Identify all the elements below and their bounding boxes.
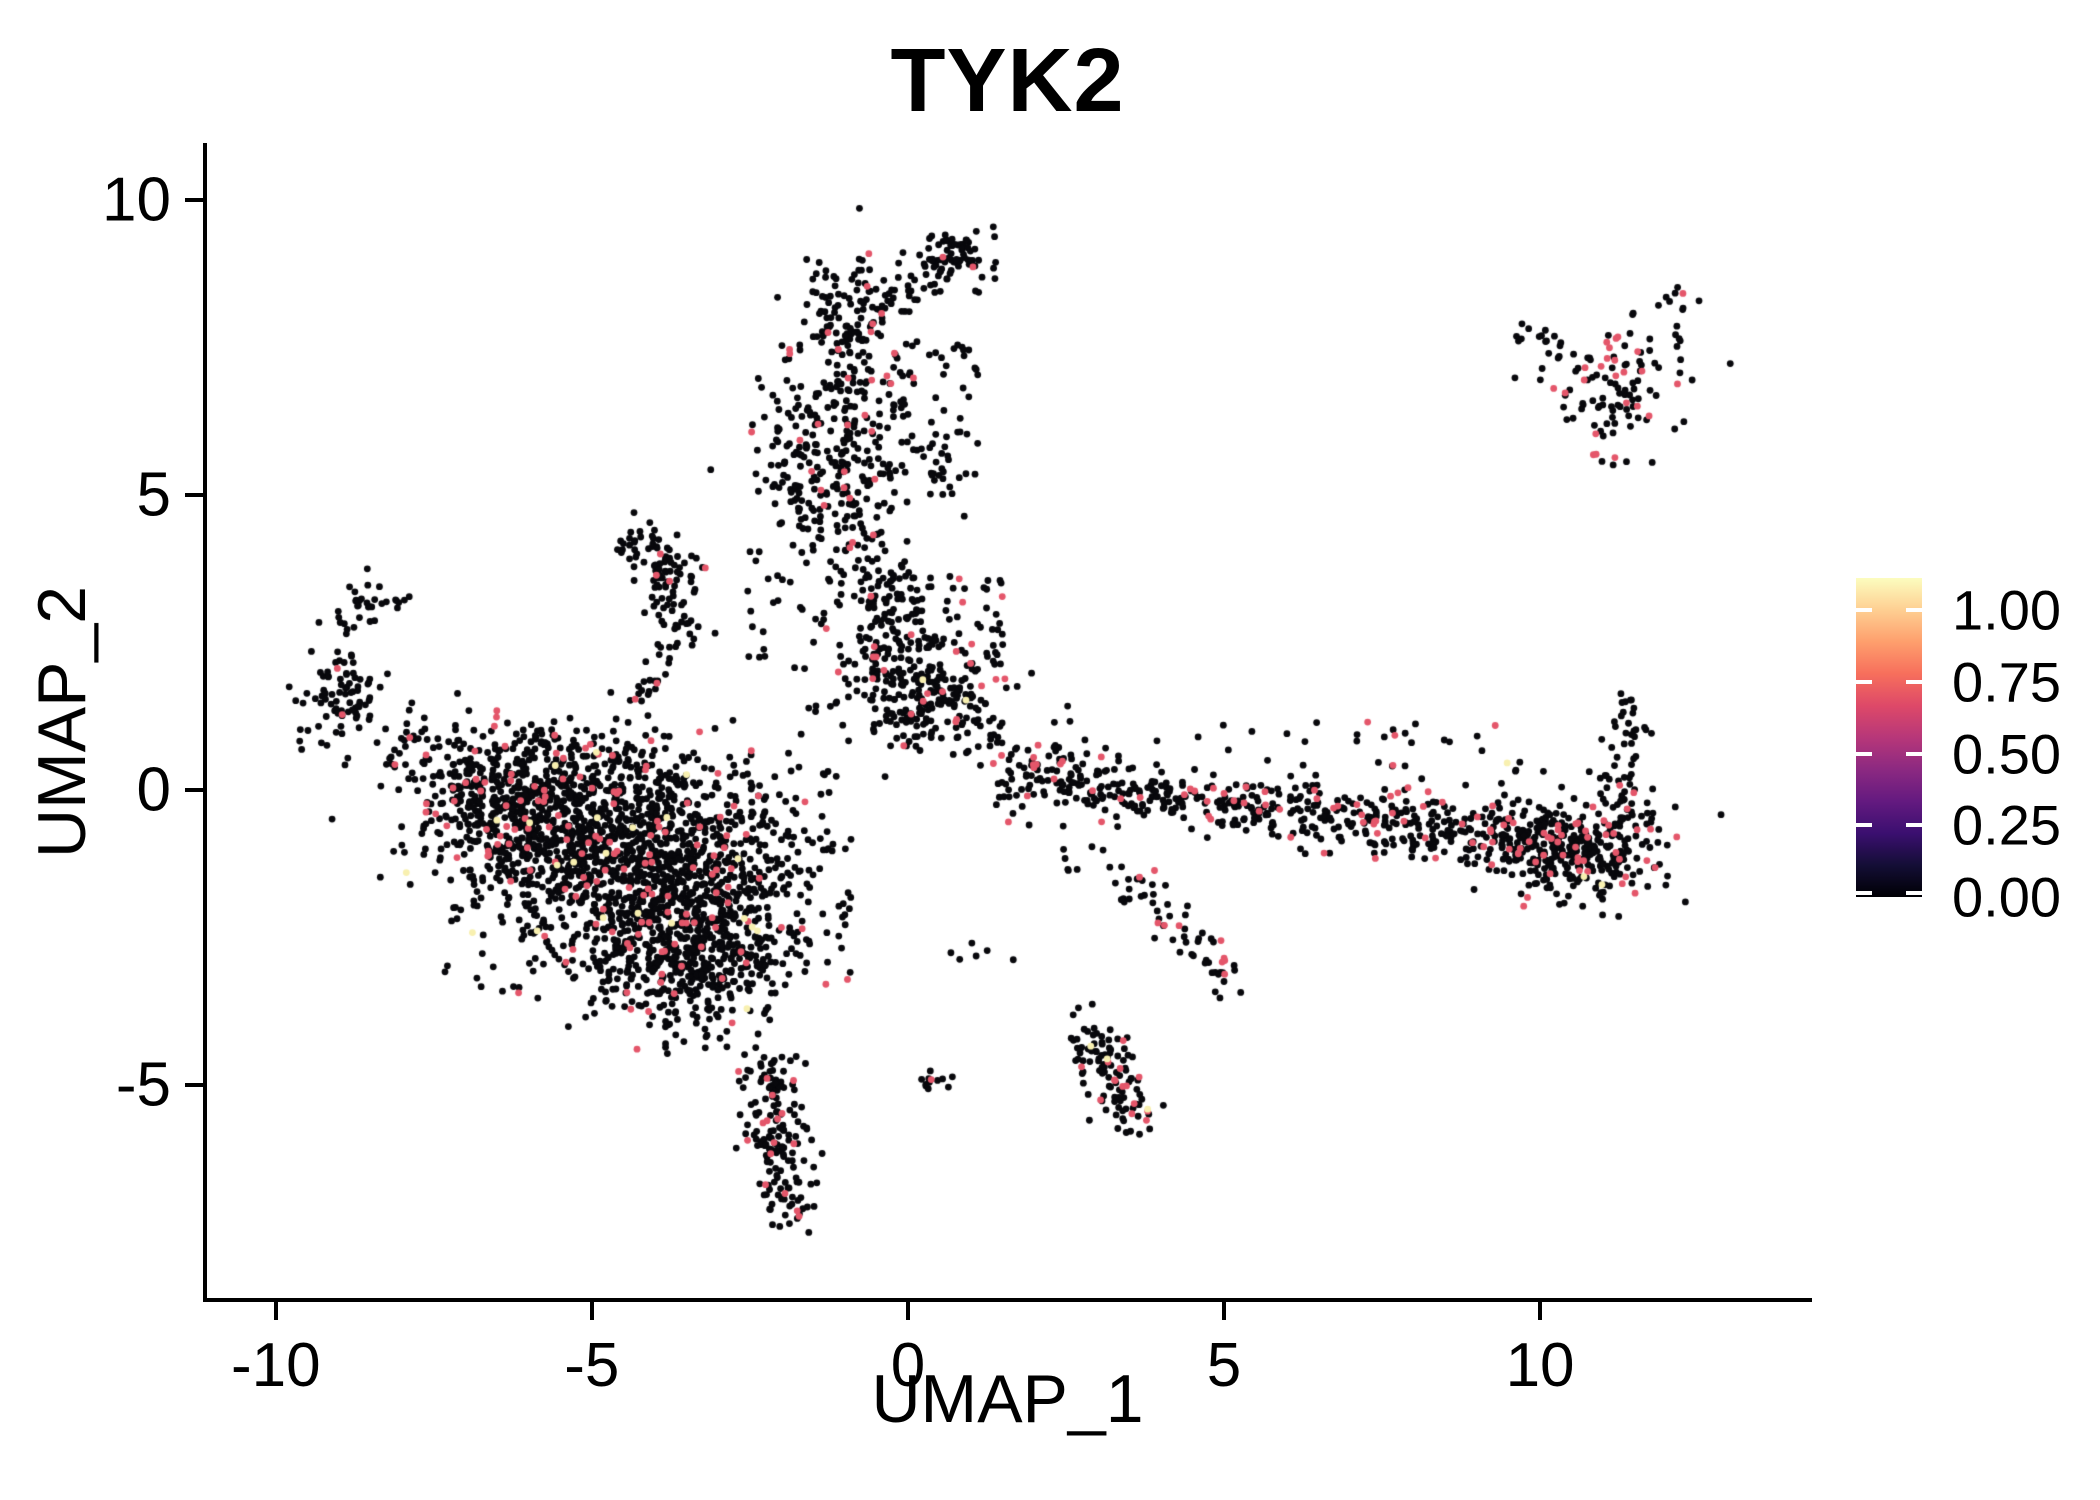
x-tick-mark <box>905 1302 910 1320</box>
colorbar-tick-mark <box>1856 751 1872 756</box>
y-axis-line <box>203 143 207 1300</box>
colorbar-tick-label: 0.50 <box>1952 722 2061 786</box>
plot-title: TYK2 <box>890 31 1125 131</box>
x-axis-title: UMAP_1 <box>871 1361 1144 1437</box>
y-tick-mark <box>185 788 203 793</box>
colorbar-tick-mark <box>1906 608 1922 613</box>
colorbar-tick-mark <box>1856 891 1872 895</box>
y-tick-mark <box>185 1083 203 1088</box>
colorbar-tick-label: 0.25 <box>1952 793 2061 857</box>
x-tick-mark <box>273 1302 278 1320</box>
y-tick-label: -5 <box>115 1050 171 1120</box>
x-tick-mark <box>1222 1302 1226 1320</box>
y-tick-mark <box>185 492 203 497</box>
y-tick-label: 0 <box>136 755 171 825</box>
colorbar-tick-mark <box>1906 891 1922 895</box>
colorbar-tick-label: 0.00 <box>1952 865 2061 929</box>
colorbar-tick-mark <box>1856 679 1872 684</box>
colorbar-tick-label: 1.00 <box>1952 578 2061 642</box>
x-tick-label: 0 <box>890 1331 926 1400</box>
x-tick-label: -10 <box>230 1331 321 1400</box>
colorbar-legend <box>1856 578 1922 897</box>
x-tick-label: -5 <box>564 1331 620 1400</box>
x-tick-label: 5 <box>1206 1331 1242 1400</box>
x-tick-mark <box>589 1302 594 1320</box>
colorbar-tick-mark <box>1906 679 1922 684</box>
x-tick-label: 10 <box>1505 1331 1575 1400</box>
y-tick-label: 10 <box>102 165 171 235</box>
colorbar-tick-mark <box>1906 751 1922 756</box>
x-tick-mark <box>1538 1302 1543 1320</box>
colorbar-tick-label: 0.75 <box>1952 650 2061 714</box>
colorbar-tick-mark <box>1856 823 1872 828</box>
y-tick-label: 5 <box>136 460 171 530</box>
colorbar-gradient <box>1856 578 1922 897</box>
colorbar-tick-mark <box>1856 608 1872 613</box>
y-axis-title: UMAP_2 <box>24 585 100 859</box>
x-axis-line <box>203 1298 1812 1302</box>
colorbar-tick-mark <box>1906 823 1922 828</box>
y-tick-mark <box>185 197 203 202</box>
